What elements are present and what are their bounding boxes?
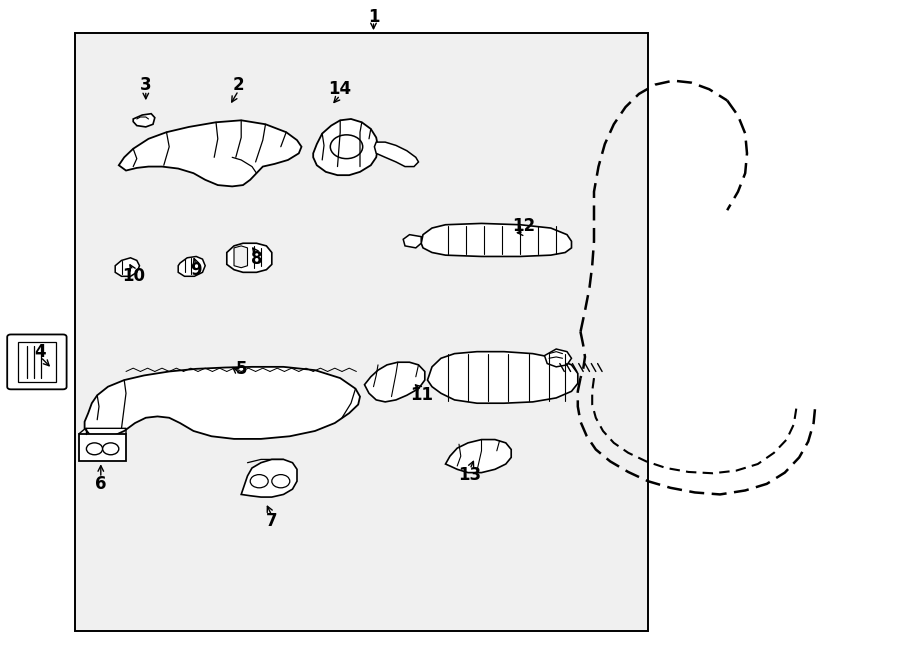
Polygon shape (119, 120, 302, 186)
Text: 1: 1 (368, 7, 379, 26)
Text: 11: 11 (410, 386, 433, 405)
Polygon shape (403, 235, 421, 248)
Polygon shape (374, 142, 418, 167)
Polygon shape (313, 119, 378, 175)
Text: 2: 2 (233, 75, 244, 94)
Text: 4: 4 (35, 342, 46, 361)
Polygon shape (241, 459, 297, 497)
Text: 10: 10 (122, 267, 145, 286)
Text: 5: 5 (236, 360, 247, 378)
Polygon shape (133, 114, 155, 127)
Text: 7: 7 (266, 512, 277, 530)
Polygon shape (544, 349, 572, 367)
Bar (79, 434, 126, 461)
Circle shape (86, 443, 103, 455)
Text: 13: 13 (458, 465, 482, 484)
Circle shape (330, 135, 363, 159)
Polygon shape (446, 440, 511, 473)
Text: 9: 9 (191, 260, 202, 279)
Polygon shape (115, 258, 140, 276)
Bar (18, 342, 56, 382)
Bar (75, 33, 648, 631)
Text: 6: 6 (95, 475, 106, 493)
Polygon shape (234, 246, 248, 268)
Polygon shape (421, 223, 572, 256)
Polygon shape (178, 256, 205, 276)
Circle shape (272, 475, 290, 488)
Text: 12: 12 (512, 217, 535, 235)
Text: 3: 3 (140, 75, 151, 94)
Polygon shape (227, 243, 272, 272)
Text: 8: 8 (251, 250, 262, 268)
Circle shape (250, 475, 268, 488)
FancyBboxPatch shape (7, 334, 67, 389)
Polygon shape (85, 367, 360, 439)
Circle shape (103, 443, 119, 455)
Polygon shape (428, 352, 578, 403)
Text: 14: 14 (328, 80, 352, 98)
Polygon shape (364, 362, 425, 402)
